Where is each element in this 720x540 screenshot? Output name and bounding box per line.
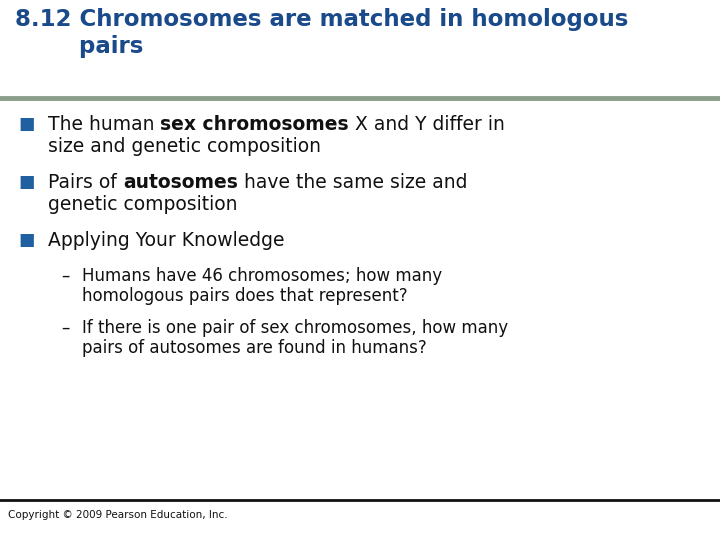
Text: ■: ■: [18, 173, 35, 191]
Text: homologous pairs does that represent?: homologous pairs does that represent?: [82, 287, 408, 305]
Text: Pairs of: Pairs of: [48, 173, 122, 192]
Text: X and Y differ in: X and Y differ in: [349, 115, 505, 134]
Text: Humans have 46 chromosomes; how many: Humans have 46 chromosomes; how many: [82, 267, 442, 285]
Text: size and genetic composition: size and genetic composition: [48, 137, 321, 156]
Text: Applying Your Knowledge: Applying Your Knowledge: [48, 231, 284, 250]
Text: The human: The human: [48, 115, 161, 134]
Text: sex chromosomes: sex chromosomes: [161, 115, 349, 134]
Text: ■: ■: [18, 115, 35, 133]
Text: –: –: [60, 267, 69, 285]
Text: If there is one pair of sex chromosomes, how many: If there is one pair of sex chromosomes,…: [82, 319, 508, 337]
Text: autosomes: autosomes: [122, 173, 238, 192]
Text: Copyright © 2009 Pearson Education, Inc.: Copyright © 2009 Pearson Education, Inc.: [8, 510, 228, 520]
Text: –: –: [60, 319, 69, 337]
Text: ■: ■: [18, 231, 35, 249]
Text: pairs of autosomes are found in humans?: pairs of autosomes are found in humans?: [82, 339, 427, 357]
Text: have the same size and: have the same size and: [238, 173, 467, 192]
Text: 8.12 Chromosomes are matched in homologous
        pairs: 8.12 Chromosomes are matched in homologo…: [15, 8, 629, 58]
Text: genetic composition: genetic composition: [48, 195, 238, 214]
